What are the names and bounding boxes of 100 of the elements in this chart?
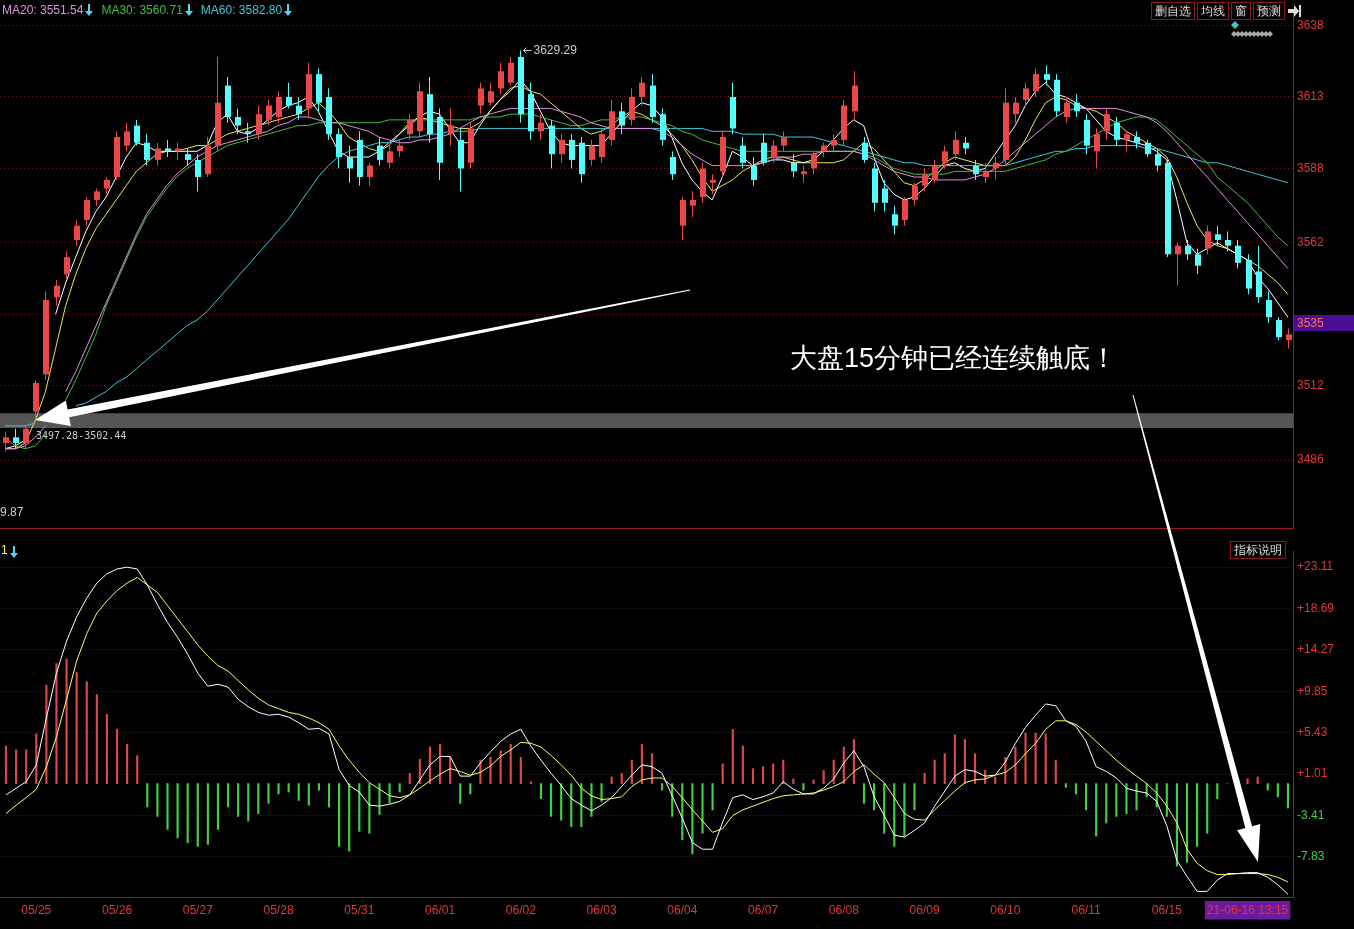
bar: [95, 694, 98, 784]
x-tick-label: 06/04: [667, 902, 698, 917]
bar: [1044, 733, 1047, 784]
candlestick: [569, 133, 575, 169]
candlestick: [953, 130, 959, 161]
bar: [206, 783, 209, 845]
candlestick: [276, 90, 282, 124]
candlestick: [751, 156, 757, 187]
annotation: 大盘15分钟已经连续触底！: [790, 342, 1118, 375]
bar: [388, 783, 391, 804]
y-tick-label: +9.85: [1297, 683, 1328, 698]
candlestick: [23, 425, 29, 450]
text: MA20: 3551.54: [2, 3, 84, 17]
bar: [903, 783, 906, 837]
candlestick: [124, 122, 130, 152]
candlestick: [367, 162, 373, 187]
bar: [136, 755, 139, 784]
bar: [247, 783, 250, 822]
candlestick: [670, 150, 676, 181]
bar: [550, 783, 553, 817]
bar: [751, 768, 755, 784]
candlestick: [902, 196, 908, 227]
bar: [65, 658, 68, 784]
candlestick: [84, 196, 90, 227]
x-tick-label: 05/25: [21, 902, 52, 917]
bar: [186, 783, 189, 843]
candlestick: [235, 107, 241, 135]
bar: [529, 781, 532, 784]
candlestick: [538, 113, 544, 141]
bar: [590, 783, 593, 817]
bar: [1286, 783, 1290, 809]
candlestick: [448, 107, 454, 147]
x-tick-label: 06/03: [586, 902, 617, 917]
y-tick-label: 3486: [1297, 452, 1325, 467]
bar: [176, 783, 179, 839]
annotation: 9.87: [0, 505, 24, 519]
bar: [1115, 783, 1118, 817]
candlestick: [54, 279, 60, 307]
candlestick: [781, 130, 787, 152]
bar: [499, 750, 502, 784]
bar: [1185, 783, 1189, 863]
candlestick: [1114, 116, 1120, 147]
candlestick: [3, 431, 9, 453]
x-tick-label: 05/28: [263, 902, 294, 917]
x-tick-label: 06/08: [828, 902, 860, 917]
candlestick: [256, 105, 262, 141]
y-tick-label: +18.69: [1297, 600, 1335, 615]
text: 3535: [1294, 315, 1354, 331]
candlestick: [862, 136, 868, 164]
bar: [237, 783, 240, 817]
annotation: 预测: [1253, 2, 1285, 20]
candlestick: [195, 153, 201, 192]
bar: [1074, 783, 1078, 795]
candlestick: [155, 142, 161, 167]
bar: [1095, 783, 1098, 837]
bar: [459, 783, 462, 804]
bar: [257, 783, 260, 814]
candlestick: [387, 145, 393, 169]
bar: [267, 783, 270, 804]
bar: [741, 745, 744, 784]
candlestick: [296, 96, 302, 121]
bar: [600, 783, 603, 802]
bar: [126, 743, 129, 784]
y-tick-label: 3562: [1297, 235, 1325, 250]
bar: [812, 779, 815, 784]
x-tick-label: 06/11: [1071, 902, 1101, 917]
x-tick-label: 21-06-16 13:15: [1206, 902, 1289, 917]
candlestick: [377, 136, 383, 167]
bar: [731, 728, 734, 784]
annotation: 1: [1, 543, 8, 557]
bar: [772, 763, 775, 784]
bar: [297, 783, 300, 801]
candlestick: [1195, 248, 1201, 275]
bar: [711, 783, 714, 811]
bar: [277, 783, 280, 795]
bar: [166, 783, 169, 830]
candlestick: [13, 428, 19, 450]
bar: [216, 783, 220, 830]
annotation: 3629.29: [533, 42, 578, 57]
candlestick: [740, 136, 746, 169]
candlestick: [912, 182, 918, 207]
bar: [1064, 783, 1067, 788]
bar: [1125, 783, 1128, 814]
candlestick: [74, 219, 80, 247]
x-tick-label: 06/10: [990, 902, 1021, 917]
bar: [862, 783, 866, 804]
text: MA30: 3560.71: [101, 3, 183, 17]
candlestick: [508, 56, 514, 87]
bar: [408, 772, 411, 784]
bar: [75, 671, 78, 784]
y-tick-label: +5.43: [1297, 725, 1328, 740]
bar: [338, 783, 341, 847]
candlestick: [1124, 130, 1130, 152]
x-tick-label: 06/02: [505, 902, 537, 917]
candlestick: [942, 145, 948, 169]
candlestick: [892, 205, 898, 235]
candlestick: [771, 139, 777, 164]
bar: [1084, 783, 1088, 811]
candlestick: [266, 99, 272, 127]
candlestick: [478, 82, 484, 115]
